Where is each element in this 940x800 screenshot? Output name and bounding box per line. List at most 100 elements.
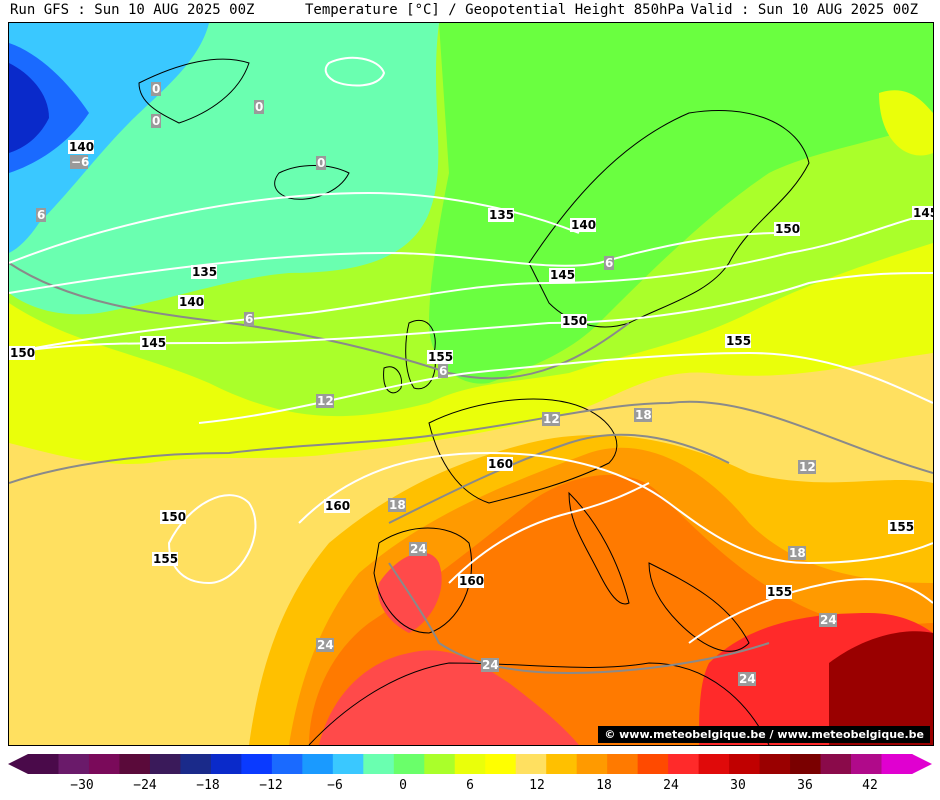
scale-swatch (88, 754, 120, 774)
height-label-bg (487, 457, 513, 471)
scale-swatch (210, 754, 242, 774)
temperature-label-bg (604, 256, 614, 270)
isotherm-12 (9, 400, 933, 484)
scale-swatch (546, 754, 578, 774)
temperature-label-bg (819, 613, 837, 627)
temp-field-coldest (9, 63, 49, 153)
scale-swatch (790, 754, 822, 774)
scale-swatch (759, 754, 791, 774)
height-label-bg (427, 350, 453, 364)
scale-swatch (28, 754, 59, 774)
balkans (648, 562, 750, 652)
temperature-label: 6 (605, 256, 613, 270)
temperature-label: 24 (820, 613, 837, 627)
height-label-bg (140, 336, 166, 350)
contour-155c (688, 578, 933, 644)
temp-field-ne (879, 90, 933, 156)
color-scale-bar (8, 754, 932, 774)
temperature-label: 6 (245, 312, 253, 326)
scale-swatch (607, 754, 639, 774)
temperature-label: 0 (317, 156, 325, 170)
temperature-label: 0 (255, 100, 263, 114)
valid-time: Valid : Sun 10 AUG 2025 00Z (690, 2, 918, 18)
height-label: 145 (913, 206, 933, 220)
contour-145 (9, 212, 933, 354)
temperature-label-bg (542, 412, 560, 426)
scale-swatch (485, 754, 517, 774)
height-label-bg (725, 334, 751, 348)
height-label-bg (774, 222, 800, 236)
coastlines (138, 58, 810, 745)
temperature-label-bg (788, 546, 806, 560)
height-label: 150 (161, 510, 186, 524)
height-label: 155 (153, 552, 178, 566)
scale-swatch (149, 754, 181, 774)
iberia (373, 527, 473, 634)
height-label: 135 (489, 208, 514, 222)
scale-swatch (271, 754, 303, 774)
temp-field-33 (829, 631, 933, 745)
contour-155b (298, 451, 933, 565)
height-label-bg (570, 218, 596, 232)
scale-swatch (119, 754, 151, 774)
scale-tick-label: −30 (70, 778, 94, 793)
contour-small (324, 56, 386, 87)
scale-swatch (851, 754, 883, 774)
scale-tick-label: 6 (466, 778, 474, 793)
height-label-bg (68, 140, 94, 154)
temperature-label: 18 (635, 408, 652, 422)
height-label: 140 (69, 140, 94, 154)
scale-tick-label: 18 (596, 778, 612, 793)
scale-swatch (668, 754, 700, 774)
height-label-bg (561, 314, 587, 328)
height-label-bg (888, 520, 914, 534)
height-label: 140 (179, 295, 204, 309)
scale-swatch (698, 754, 730, 774)
height-label: 155 (726, 334, 751, 348)
temperature-label: 18 (389, 498, 406, 512)
temperature-label-bg (438, 364, 448, 378)
temperature-label: 24 (482, 658, 499, 672)
scale-swatch (454, 754, 486, 774)
temperature-label-bg (316, 156, 326, 170)
scale-swatch (58, 754, 90, 774)
scale-swatch (729, 754, 761, 774)
temperature-label-bg (254, 100, 264, 114)
temperature-label: 18 (789, 546, 806, 560)
temperature-label-bg (151, 114, 161, 128)
height-label-bg (160, 510, 186, 524)
scale-tick-label: 24 (663, 778, 679, 793)
scale-tick-label: −6 (327, 778, 343, 793)
temperature-label: 6 (37, 208, 45, 222)
scale-swatch (881, 754, 913, 774)
contour-160 (448, 482, 650, 584)
scale-swatch (393, 754, 425, 774)
temperature-label-bg (36, 208, 46, 222)
temperature-label: 24 (739, 672, 756, 686)
height-label-bg (178, 295, 204, 309)
scale-swatch (424, 754, 456, 774)
temperature-label: 24 (317, 638, 334, 652)
scale-tick-label: −12 (259, 778, 283, 793)
temperature-label: 12 (317, 394, 334, 408)
scale-swatch (302, 754, 334, 774)
height-label: 155 (767, 585, 792, 599)
isotherm-18 (388, 433, 730, 524)
height-label-bg (9, 346, 35, 360)
height-label-bg (152, 552, 178, 566)
temperature-label: 12 (799, 460, 816, 474)
scale-arrow-left (8, 754, 28, 774)
scale-swatch (363, 754, 395, 774)
height-label-bg (324, 499, 350, 513)
temperature-label: −6 (71, 155, 89, 169)
temp-field-6b (429, 23, 933, 384)
greenland-tip (138, 58, 250, 124)
map-labels: 140 135 140 145 150 135 140 145 150 155 150 155 145 1… (9, 82, 933, 686)
height-label-bg (458, 574, 484, 588)
height-label: 160 (488, 457, 513, 471)
temperature-label-bg (151, 82, 161, 96)
scale-tick-label: 12 (529, 778, 545, 793)
scale-swatch (576, 754, 608, 774)
height-label: 145 (141, 336, 166, 350)
height-label: 135 (192, 265, 217, 279)
